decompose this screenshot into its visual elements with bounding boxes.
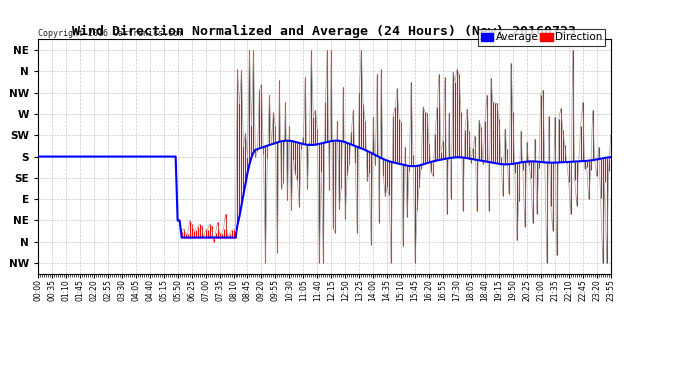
Title: Wind Direction Normalized and Average (24 Hours) (New) 20160723: Wind Direction Normalized and Average (2… (72, 25, 576, 38)
Text: Copyright 2016 Cartronics.com: Copyright 2016 Cartronics.com (38, 29, 183, 38)
Legend: Average, Direction: Average, Direction (477, 29, 605, 46)
